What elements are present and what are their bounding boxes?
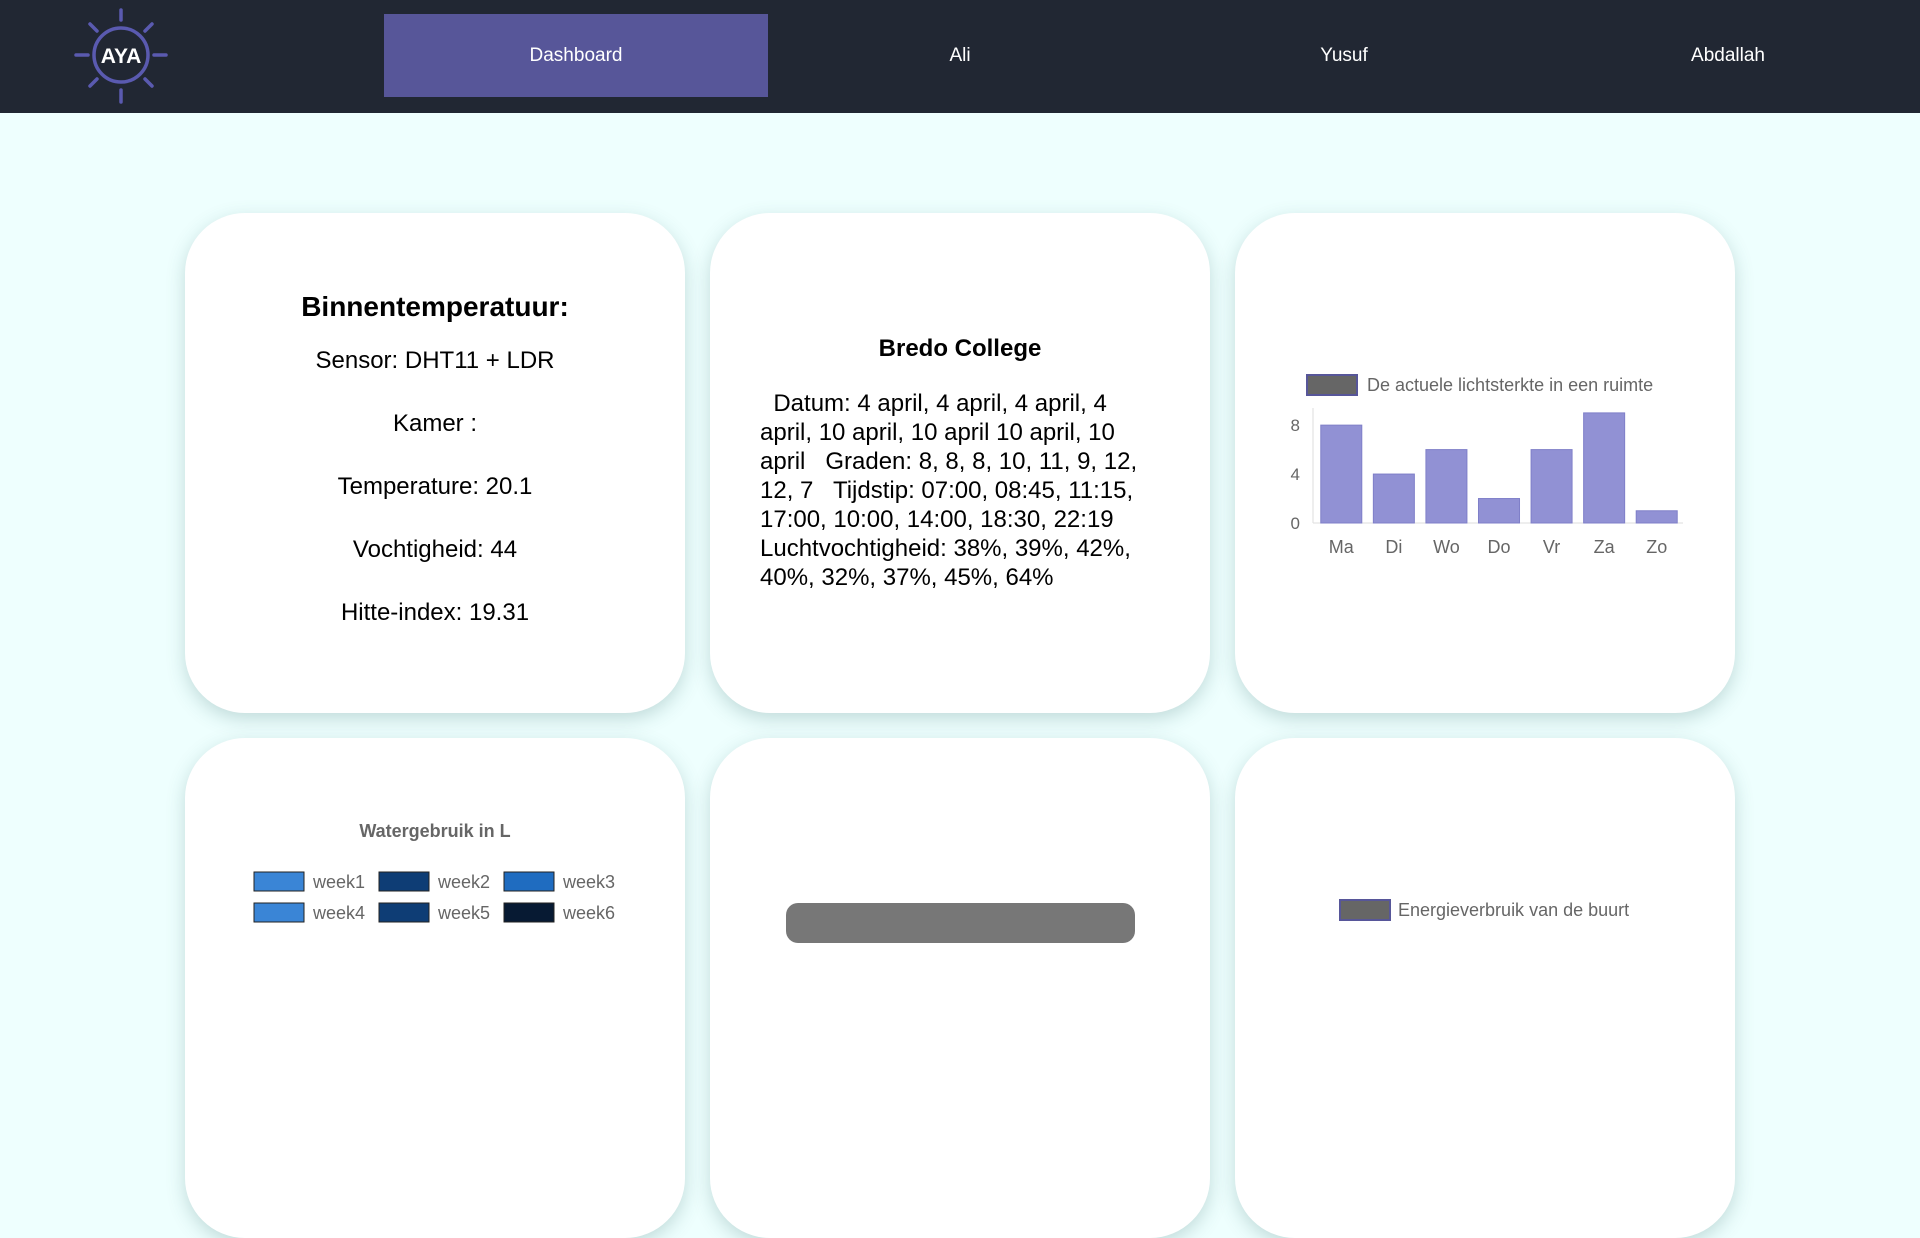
water-chart-card: Watergebruik in L week1 week2 week3 week4 we…: [185, 738, 685, 1238]
nav-abdallah-label: Abdallah: [1691, 44, 1765, 66]
water-legend-swatch-week2[interactable]: [378, 871, 430, 892]
light-bar-do[interactable]: [1477, 498, 1521, 524]
school-info-text: Datum: 4 april, 4 april, 4 april, 4 apri…: [760, 390, 1144, 591]
school-data-card: Bredo College Datum: 4 april, 4 april, 4…: [710, 213, 1210, 713]
light-bar-za[interactable]: [1583, 412, 1626, 524]
light-y-tick-4: 4: [1291, 465, 1300, 484]
sun-logo-icon[interactable]: AYA: [74, 6, 168, 104]
light-bar-di[interactable]: [1372, 473, 1415, 524]
light-bar-zo[interactable]: [1635, 510, 1678, 524]
light-legend-swatch[interactable]: [1306, 374, 1358, 396]
water-legend-label-week6: week6: [562, 903, 615, 923]
water-chart-title: Watergebruik in L: [359, 821, 510, 841]
light-x-label-wo: Wo: [1433, 537, 1460, 557]
light-y-tick-0: 0: [1291, 514, 1300, 533]
water-usage-chart: Watergebruik in L week1 week2 week3 week4 we…: [253, 821, 615, 923]
school-title: Bredo College: [878, 335, 1042, 362]
energy-legend-label: Energieverbruik van de buurt: [1398, 900, 1629, 920]
light-intensity-chart: De actuele lichtsterkte in een ruimte 0 4…: [1291, 374, 1683, 557]
nav-dashboard[interactable]: Dashboard: [384, 14, 768, 97]
bottom-middle-button[interactable]: [786, 903, 1135, 943]
nav-yusuf-label: Yusuf: [1320, 44, 1368, 66]
heat-index-text: Hitte-index: 19.31: [340, 599, 530, 626]
top-navigation-bar: AYA Dashboard Ali Yusuf Abdallah: [0, 0, 1920, 113]
energy-legend-swatch[interactable]: [1339, 899, 1391, 921]
light-bar-ma[interactable]: [1320, 424, 1363, 524]
light-x-label-za: Za: [1594, 537, 1616, 557]
logo-text: AYA: [101, 45, 141, 68]
sensor-text: Sensor: DHT11 + LDR: [315, 347, 555, 374]
water-legend-label-week4: week4: [312, 903, 365, 923]
light-chart-card: De actuele lichtsterkte in een ruimte 0 4…: [1235, 213, 1735, 713]
water-legend-swatch-week5[interactable]: [378, 902, 430, 923]
temperature-text: Temperature: 20.1: [337, 473, 533, 500]
water-legend-swatch-week3[interactable]: [503, 871, 555, 892]
room-text: Kamer :: [392, 410, 478, 437]
light-x-label-vr: Vr: [1543, 537, 1560, 557]
bottom-middle-card: [710, 738, 1210, 1238]
humidity-text: Vochtigheid: 44: [352, 536, 518, 563]
nav-abdallah[interactable]: Abdallah: [1536, 14, 1920, 97]
indoor-temperature-card: Binnentemperatuur: Sensor: DHT11 + LDR K…: [185, 213, 685, 713]
light-x-label-di: Di: [1385, 537, 1402, 557]
light-y-tick-8: 8: [1291, 416, 1300, 435]
water-legend-swatch-week4[interactable]: [253, 902, 305, 923]
water-legend-label-week3: week3: [562, 872, 615, 892]
water-legend-label-week1: week1: [312, 872, 365, 892]
nav-ali-label: Ali: [949, 44, 971, 66]
energy-chart-card: Energieverbruik van de buurt: [1235, 738, 1735, 1238]
water-legend-label-week2: week2: [437, 872, 490, 892]
nav-ali[interactable]: Ali: [768, 14, 1152, 97]
water-legend-label-week5: week5: [437, 903, 490, 923]
energy-usage-chart: Energieverbruik van de buurt: [1339, 899, 1629, 921]
nav-dashboard-label: Dashboard: [529, 44, 623, 66]
nav-yusuf[interactable]: Yusuf: [1152, 14, 1536, 97]
light-x-label-ma: Ma: [1329, 537, 1355, 557]
light-x-label-do: Do: [1487, 537, 1510, 557]
water-legend-swatch-week6[interactable]: [503, 902, 555, 923]
indoor-title: Binnentemperatuur:: [301, 291, 569, 322]
light-bar-vr[interactable]: [1530, 449, 1573, 524]
light-legend-label: De actuele lichtsterkte in een ruimte: [1367, 375, 1653, 395]
light-bar-wo[interactable]: [1425, 449, 1468, 524]
light-x-label-zo: Zo: [1646, 537, 1667, 557]
water-legend-swatch-week1[interactable]: [253, 871, 305, 892]
